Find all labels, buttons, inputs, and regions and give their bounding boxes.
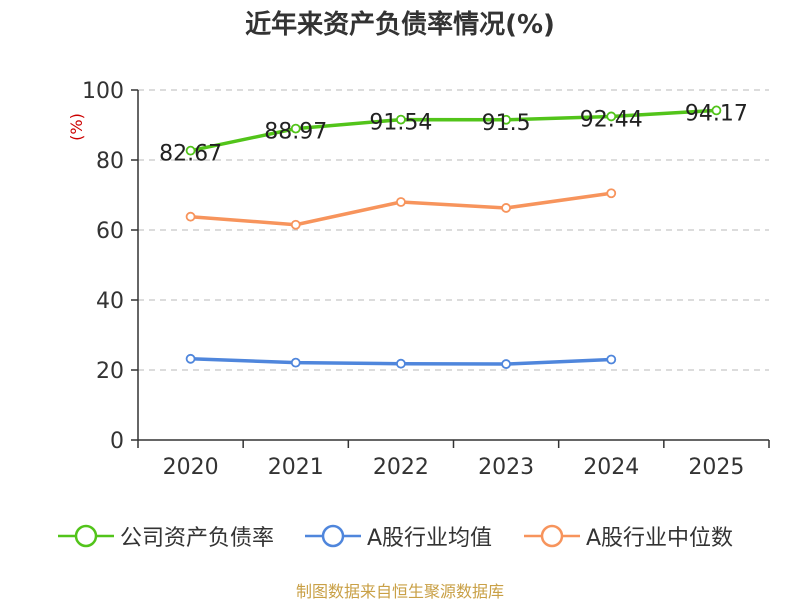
x-tick-label: 2023 bbox=[478, 455, 534, 480]
y-tick-label: 60 bbox=[96, 219, 124, 244]
legend-label: A股行业均值 bbox=[367, 526, 493, 551]
legend-circle bbox=[74, 524, 98, 548]
x-tick-label: 2020 bbox=[163, 455, 219, 480]
data-point-2 bbox=[396, 197, 406, 207]
legend-label: 公司资产负债率 bbox=[120, 526, 275, 551]
data-label: 92.44 bbox=[580, 107, 643, 132]
y-tick-label: 0 bbox=[110, 429, 124, 454]
legend: 公司资产负债率 A股行业均值 A股行业中位数 bbox=[0, 516, 800, 556]
y-tick-label: 20 bbox=[96, 359, 124, 384]
legend-marker-icon bbox=[58, 524, 114, 548]
data-label: 91.5 bbox=[482, 111, 531, 136]
data-label: 88.97 bbox=[264, 120, 327, 145]
legend-label: A股行业中位数 bbox=[586, 526, 734, 551]
data-point-0 bbox=[501, 114, 511, 125]
data-point-2 bbox=[185, 211, 196, 222]
x-tick-label: 2021 bbox=[268, 455, 324, 480]
data-label: 91.54 bbox=[369, 111, 432, 136]
legend-item[interactable]: A股行业中位数 bbox=[524, 516, 733, 556]
y-tick-label: 40 bbox=[96, 289, 124, 314]
data-point-1 bbox=[606, 354, 617, 365]
legend-item[interactable]: 公司资产负债率 bbox=[58, 516, 274, 556]
x-tick-label: 2025 bbox=[688, 455, 744, 480]
data-point-0 bbox=[711, 105, 722, 116]
legend-circle bbox=[540, 524, 564, 548]
data-point-1 bbox=[290, 357, 301, 368]
y-tick-label: 80 bbox=[96, 149, 124, 174]
series-line-0 bbox=[188, 108, 719, 153]
source-note: 制图数据来自恒生聚源数据库 bbox=[295, 582, 504, 601]
y-tick-label: 100 bbox=[82, 79, 124, 104]
chart-title: 近年来资产负债率情况(%) bbox=[245, 10, 555, 40]
data-point-1 bbox=[396, 358, 406, 369]
x-tick-label: 2022 bbox=[373, 455, 429, 480]
data-label: 82.67 bbox=[159, 142, 222, 167]
data-point-2 bbox=[290, 219, 301, 230]
y-axis-label: (%) bbox=[67, 113, 86, 141]
legend-item[interactable]: A股行业均值 bbox=[305, 516, 492, 556]
data-point-1 bbox=[501, 359, 511, 369]
data-point-2 bbox=[606, 188, 617, 199]
data-point-0 bbox=[606, 111, 617, 122]
data-point-0 bbox=[396, 114, 406, 125]
data-point-1 bbox=[185, 353, 196, 364]
data-point-2 bbox=[501, 203, 511, 213]
legend-marker-icon bbox=[305, 524, 361, 548]
data-point-0 bbox=[290, 123, 301, 134]
data-label: 94.17 bbox=[685, 101, 748, 126]
data-point-0 bbox=[185, 145, 196, 156]
legend-circle bbox=[321, 524, 345, 548]
x-tick-label: 2024 bbox=[583, 455, 639, 480]
legend-marker-icon bbox=[524, 524, 580, 548]
